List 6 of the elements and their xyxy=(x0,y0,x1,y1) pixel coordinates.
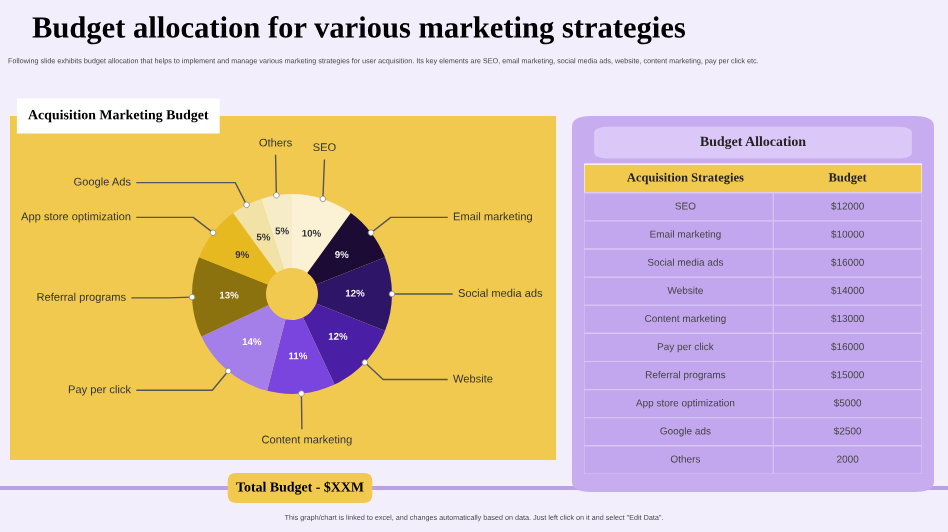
donut-slice xyxy=(201,305,286,391)
donut-slice xyxy=(192,257,269,337)
donut-slice xyxy=(199,213,277,285)
donut-slice xyxy=(303,303,385,385)
donut-slice xyxy=(316,257,392,331)
chart-title: Budget allocation for various marketing strategies xyxy=(32,16,686,45)
